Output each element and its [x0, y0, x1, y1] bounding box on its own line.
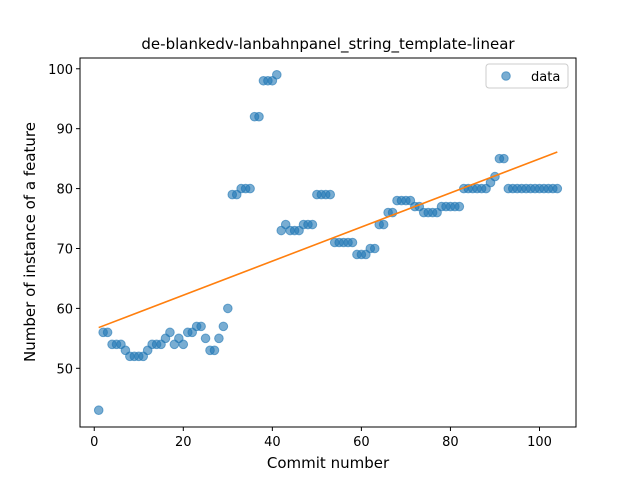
- data-point: [223, 303, 233, 314]
- data-point: [214, 333, 224, 344]
- data-point: [178, 339, 189, 350]
- legend-marker: [501, 71, 511, 81]
- y-tick-label: 90: [56, 123, 73, 138]
- x-axis-title: Commit number: [267, 454, 390, 472]
- data-point: [378, 219, 389, 230]
- y-tick-label: 80: [56, 183, 73, 198]
- data-point: [271, 69, 282, 80]
- plot-marks: [93, 69, 563, 416]
- x-tick-label: 0: [90, 435, 98, 450]
- x-tick-label: 40: [264, 435, 281, 450]
- legend-box: [485, 63, 569, 89]
- y-tick-label: 50: [56, 362, 73, 377]
- y-tick-label: 60: [56, 302, 73, 317]
- data-point: [196, 321, 206, 332]
- data-point: [245, 183, 255, 194]
- data-point: [209, 345, 220, 356]
- data-point: [369, 243, 380, 254]
- data-point: [325, 189, 336, 200]
- legend-label: data: [531, 70, 560, 85]
- data-point: [200, 333, 211, 344]
- trend-line: [98, 151, 558, 329]
- data-point: [454, 201, 465, 212]
- legend: data: [485, 63, 569, 89]
- chart-title: de-blankedv-lanbahnpanel_string_template…: [141, 35, 515, 54]
- x-tick-label: 60: [353, 435, 370, 450]
- data-point: [218, 321, 229, 332]
- data-point: [93, 405, 104, 416]
- plot-frame: [79, 57, 577, 428]
- y-axis-title: Number of instance of a feature: [21, 122, 39, 362]
- data-point: [254, 111, 264, 122]
- axes: 0 20 40 60 80 100 50 60 70 80 90 100: [48, 57, 577, 450]
- data-point: [165, 327, 175, 338]
- data-point: [499, 153, 509, 164]
- y-tick-label: 100: [48, 63, 73, 78]
- x-tick-label: 20: [175, 435, 192, 450]
- y-tick-label: 70: [56, 242, 73, 257]
- data-point: [552, 183, 563, 194]
- data-point: [347, 237, 358, 248]
- data-point: [307, 219, 318, 230]
- x-tick-label: 100: [527, 435, 552, 450]
- data-point: [102, 327, 113, 338]
- x-tick-label: 80: [442, 435, 459, 450]
